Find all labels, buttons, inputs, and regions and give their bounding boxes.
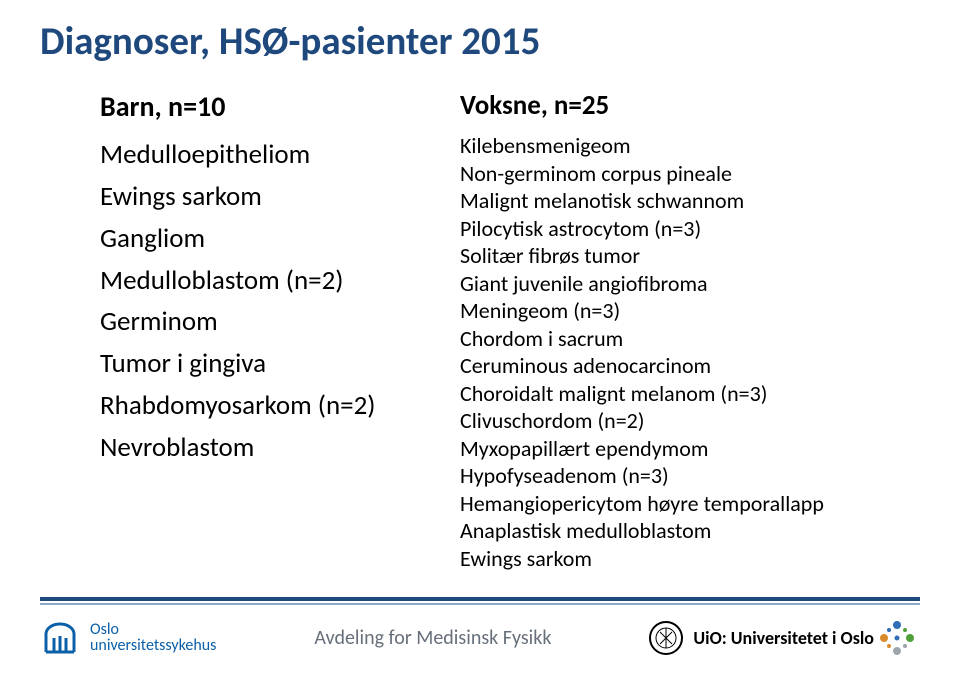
left-item: Medulloepitheliom (100, 134, 440, 176)
right-item: Ewings sarkom (460, 545, 920, 573)
uio-logo: UiO: Universitetet i Oslo (649, 621, 874, 655)
oslo-logo-icon (40, 618, 80, 658)
dots-icon (874, 615, 920, 661)
right-item: Non-germinom corpus pineale (460, 160, 920, 188)
left-item: Rhabdomyosarkom (n=2) (100, 385, 440, 427)
left-list: MedulloepitheliomEwings sarkomGangliomMe… (100, 134, 440, 469)
right-item: Chordom i sacrum (460, 325, 920, 353)
right-item: Anaplastisk medulloblastom (460, 517, 920, 545)
footer-center-text: Avdeling for Medisinsk Fysikk (216, 626, 649, 650)
oslo-logo-text: Oslo universitetssykehus (90, 622, 216, 654)
content-columns: Barn, n=10 MedulloepitheliomEwings sarko… (0, 65, 960, 572)
right-item: Ceruminous adenocarcinom (460, 352, 920, 380)
right-item: Choroidalt malignt melanom (n=3) (460, 380, 920, 408)
left-item: Germinom (100, 301, 440, 343)
oslo-line2: universitetssykehus (90, 638, 216, 654)
right-item: Giant juvenile angiofibroma (460, 270, 920, 298)
left-item: Medulloblastom (n=2) (100, 260, 440, 302)
right-item: Myxopapillært ependymom (460, 435, 920, 463)
left-heading: Barn, n=10 (100, 89, 440, 124)
right-heading: Voksne, n=25 (460, 89, 920, 122)
right-item: Hemangiopericytom høyre temporallapp (460, 490, 920, 518)
right-item: Meningeom (n=3) (460, 297, 920, 325)
footer-inner: Oslo universitetssykehus Avdeling for Me… (40, 613, 920, 663)
uio-prefix: UiO (693, 627, 721, 649)
right-item: Pilocytisk astrocytom (n=3) (460, 215, 920, 243)
right-item: Kilebensmenigeom (460, 132, 920, 160)
footer-rule-dark (40, 597, 920, 601)
right-item: Malignt melanotisk schwannom (460, 187, 920, 215)
left-item: Nevroblastom (100, 427, 440, 469)
left-item: Ewings sarkom (100, 176, 440, 218)
footer-rule-light (40, 603, 920, 605)
uio-seal-icon (649, 621, 683, 655)
uio-logo-text: UiO: Universitetet i Oslo (693, 627, 874, 649)
left-column: Barn, n=10 MedulloepitheliomEwings sarko… (100, 89, 460, 572)
right-item: Hypofyseadenom (n=3) (460, 462, 920, 490)
left-item: Gangliom (100, 218, 440, 260)
right-column: Voksne, n=25 KilebensmenigeomNon-germino… (460, 89, 920, 572)
right-item: Clivuschordom (n=2) (460, 407, 920, 435)
left-item: Tumor i gingiva (100, 343, 440, 385)
uio-sep: : (722, 627, 727, 649)
right-item: Solitær fibrøs tumor (460, 242, 920, 270)
oslo-logo: Oslo universitetssykehus (40, 618, 216, 658)
page-title: Diagnoser, HSØ-pasienter 2015 (0, 0, 960, 65)
right-list: KilebensmenigeomNon-germinom corpus pine… (460, 132, 920, 572)
uio-name: Universitetet i Oslo (731, 627, 874, 649)
footer: Oslo universitetssykehus Avdeling for Me… (0, 597, 960, 681)
